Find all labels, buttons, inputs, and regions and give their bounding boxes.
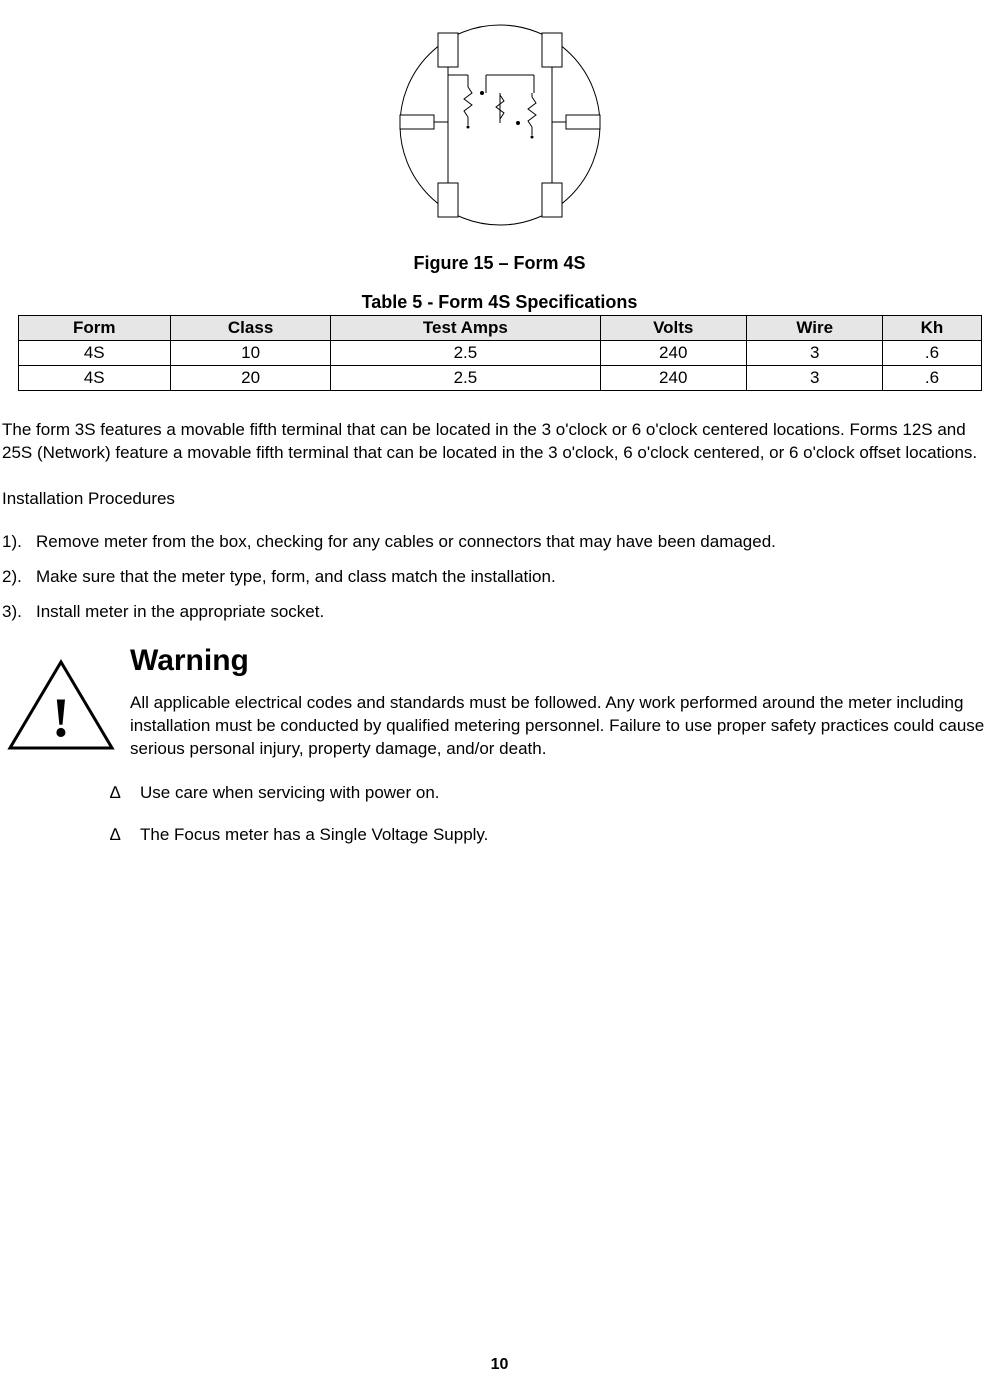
- col-form: Form: [18, 316, 170, 341]
- list-item: 3).Install meter in the appropriate sock…: [2, 601, 997, 624]
- delta-text: The Focus meter has a Single Voltage Sup…: [140, 825, 488, 845]
- table-row: 4S 10 2.5 240 3 .6: [18, 341, 981, 366]
- item-label: 3).: [2, 601, 36, 624]
- item-label: 1).: [2, 531, 36, 554]
- item-label: 2).: [2, 566, 36, 589]
- warning-body: All applicable electrical codes and stan…: [130, 692, 997, 761]
- col-testamps: Test Amps: [331, 316, 600, 341]
- col-volts: Volts: [600, 316, 746, 341]
- svg-text:!: !: [52, 687, 71, 749]
- col-class: Class: [170, 316, 330, 341]
- table-header-row: Form Class Test Amps Volts Wire Kh: [18, 316, 981, 341]
- delta-icon: ∆: [110, 825, 140, 845]
- delta-text: Use care when servicing with power on.: [140, 783, 440, 803]
- spec-table: Form Class Test Amps Volts Wire Kh 4S 10…: [18, 315, 982, 391]
- warning-triangle-icon: !: [6, 658, 116, 753]
- item-text: Install meter in the appropriate socket.: [36, 602, 324, 621]
- body-paragraph: The form 3S features a movable fifth ter…: [0, 419, 999, 465]
- warning-block: ! Warning All applicable electrical code…: [0, 644, 999, 845]
- item-text: Remove meter from the box, checking for …: [36, 532, 776, 551]
- meter-diagram: [0, 15, 999, 235]
- page-number: 10: [0, 1356, 999, 1374]
- col-wire: Wire: [746, 316, 883, 341]
- installation-heading: Installation Procedures: [0, 489, 999, 509]
- delta-icon: ∆: [110, 783, 140, 803]
- warning-title: Warning: [130, 644, 997, 678]
- numbered-list: 1).Remove meter from the box, checking f…: [0, 531, 999, 624]
- delta-item: ∆ The Focus meter has a Single Voltage S…: [110, 825, 997, 845]
- list-item: 2).Make sure that the meter type, form, …: [2, 566, 997, 589]
- form-4s-svg: [370, 15, 630, 235]
- table-row: 4S 20 2.5 240 3 .6: [18, 366, 981, 391]
- table-caption: Table 5 - Form 4S Specifications: [0, 292, 999, 313]
- delta-list: ∆ Use care when servicing with power on.…: [2, 783, 997, 845]
- item-text: Make sure that the meter type, form, and…: [36, 567, 556, 586]
- figure-caption: Figure 15 – Form 4S: [0, 253, 999, 274]
- col-kh: Kh: [883, 316, 981, 341]
- delta-item: ∆ Use care when servicing with power on.: [110, 783, 997, 803]
- list-item: 1).Remove meter from the box, checking f…: [2, 531, 997, 554]
